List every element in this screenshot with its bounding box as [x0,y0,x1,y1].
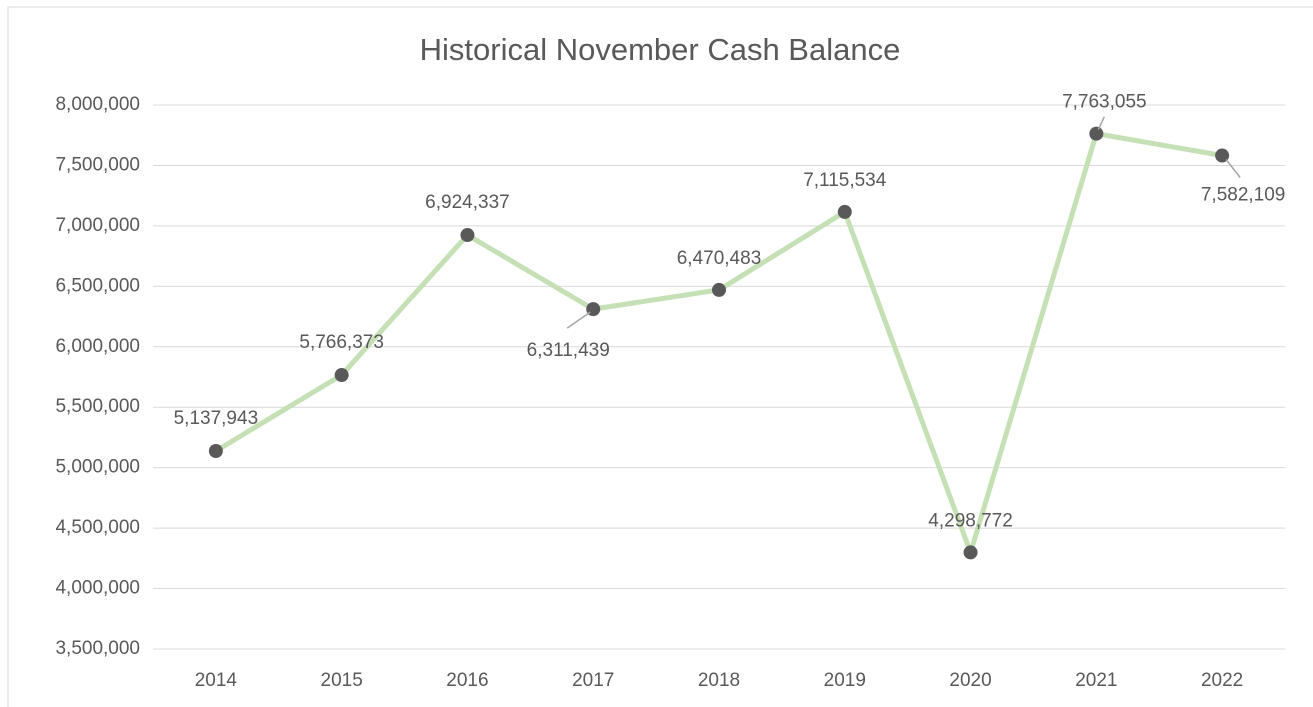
marker [208,443,223,458]
data-label: 5,137,943 [174,408,259,429]
x-tick-label: 2014 [195,670,238,691]
y-tick-label: 7,500,000 [55,154,140,175]
data-label: 6,470,483 [677,248,762,269]
marker [1215,148,1230,163]
x-tick-label: 2022 [1201,670,1243,691]
x-tick-label: 2019 [824,670,866,691]
marker [460,228,475,243]
x-tick-label: 2018 [698,670,740,691]
data-label: 7,763,055 [1062,92,1147,113]
leader-line [1225,159,1241,178]
data-label: 6,311,439 [527,340,610,361]
chart-frame [7,6,1313,707]
y-tick-label: 7,000,000 [55,215,140,236]
leader-line [1097,116,1106,130]
marker [963,545,978,560]
y-tick-label: 6,500,000 [55,275,140,296]
y-tick-label: 4,000,000 [55,578,140,599]
y-tick-label: 8,000,000 [55,94,140,115]
data-label: 7,582,109 [1201,185,1286,206]
leader-line [566,311,591,329]
y-tick-label: 6,000,000 [55,336,140,357]
x-tick-label: 2017 [572,670,614,691]
y-tick-label: 5,500,000 [55,396,140,417]
y-tick-label: 5,000,000 [55,457,140,478]
marker [334,368,349,383]
data-label: 5,766,373 [299,332,384,353]
x-tick-label: 2020 [949,670,991,691]
marker [837,204,852,219]
x-tick-label: 2021 [1075,670,1117,691]
x-tick-label: 2016 [446,670,488,691]
y-tick-label: 3,500,000 [55,638,140,659]
data-label: 7,115,534 [803,170,887,191]
data-label: 6,924,337 [425,192,510,213]
marker [1089,126,1104,141]
y-tick-label: 4,500,000 [55,517,140,538]
data-label: 4,298,772 [928,510,1013,531]
x-tick-label: 2015 [321,670,363,691]
marker [712,282,726,297]
chart-title: Historical November Cash Balance [420,32,901,67]
